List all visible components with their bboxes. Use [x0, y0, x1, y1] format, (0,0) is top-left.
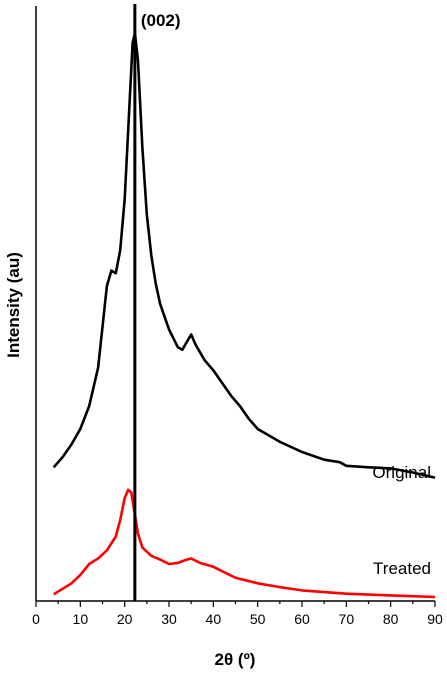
x-tick-label: 90	[427, 611, 443, 627]
series-label-original: Original	[372, 463, 431, 482]
x-axis-ticks: 0 10 20 30 40 50 60 70 80 90	[32, 601, 443, 627]
x-tick-label: 40	[206, 611, 222, 627]
plot-area	[52, 31, 436, 599]
x-tick-label: 20	[117, 611, 133, 627]
series-line-treated	[53, 488, 436, 599]
x-tick-label: 70	[339, 611, 355, 627]
y-axis-title: Intensity (au)	[4, 252, 23, 358]
x-tick-label: 60	[294, 611, 310, 627]
x-tick-label: 30	[161, 611, 177, 627]
series-label-treated: Treated	[373, 559, 431, 578]
x-tick-label: 80	[383, 611, 399, 627]
series-line-original	[52, 31, 436, 479]
peak-reference-label: (002)	[141, 11, 181, 30]
x-tick-label: 50	[250, 611, 266, 627]
x-axis-title: 2θ (º)	[215, 650, 256, 669]
x-tick-label: 0	[32, 611, 40, 627]
x-tick-label: 10	[73, 611, 89, 627]
axes	[35, 6, 435, 602]
